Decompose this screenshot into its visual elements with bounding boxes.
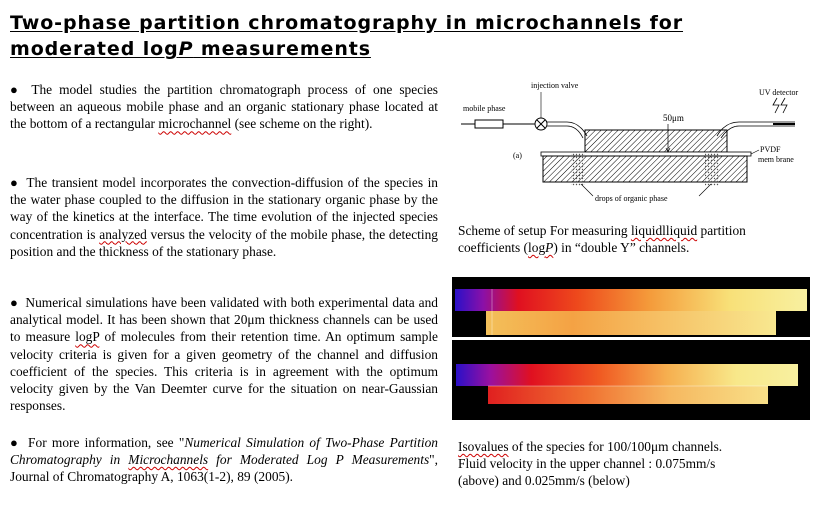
- spellcheck-word: logP: [528, 240, 553, 255]
- reference-title: Numerical Simulation of Two-Phase Partit…: [10, 435, 438, 468]
- simulation-upper-image: [452, 277, 810, 337]
- spellcheck-word: logP: [75, 329, 100, 345]
- uv-detector-label: UV detector: [759, 88, 799, 97]
- simulation-lower-image: [452, 340, 810, 420]
- page-title: Two-phase partition chromatography in mi…: [10, 10, 710, 62]
- title-line-2: moderated logP measurements: [10, 36, 710, 62]
- caption-line-2: Fluid velocity in the upper channel : 0.…: [458, 456, 716, 471]
- mobile-phase-field: [456, 364, 798, 386]
- caption-text: log: [528, 240, 546, 255]
- organic-drops: [705, 152, 719, 186]
- bullet-icon: ●: [10, 175, 20, 190]
- paragraph-text: For more information, see ": [28, 435, 185, 450]
- title-line-1: Two-phase partition chromatography in mi…: [10, 12, 684, 34]
- spellcheck-word: liquidlliquid: [630, 223, 698, 238]
- upper-channel-block: [584, 129, 728, 153]
- panel-label: (a): [513, 151, 522, 160]
- reference-title: for Moderated Log P Measurements: [208, 452, 430, 468]
- paragraph-text: of molecules from their retention time. …: [10, 329, 438, 414]
- title-line-2-end: measurements: [193, 38, 371, 60]
- setup-scheme-diagram: injection valve mobile phase UV detector…: [461, 81, 799, 203]
- caption-text: partition coefficients (: [458, 223, 746, 255]
- mobile-phase-label: mobile phase: [463, 104, 506, 113]
- caption-text: Scheme of setup For measuring: [458, 223, 631, 238]
- paragraph-text: The transient model incorporates the con…: [10, 175, 438, 242]
- caption-text: of the species for 100/100μm channels.: [508, 439, 723, 454]
- paragraph-simulations: ● Numerical simulations have been valida…: [10, 294, 438, 414]
- membrane-label: mem brane: [758, 155, 794, 164]
- bullet-icon: ●: [10, 295, 19, 310]
- paragraph-text: (see scheme on the right).: [231, 116, 373, 132]
- caption-text: ) in “double Y” channels.: [553, 240, 690, 255]
- simulation-caption: Isovalues of the species for 100/100μm c…: [458, 438, 798, 489]
- stationary-phase-field: [486, 311, 776, 335]
- channel-height-label: 50μm: [663, 113, 684, 123]
- title-line-2-italic: P: [178, 38, 194, 60]
- spellcheck-word: Isovalues: [458, 439, 509, 454]
- spellcheck-word: Microchannels: [128, 452, 209, 468]
- spellcheck-word: microchannel: [158, 116, 232, 132]
- caption-line-1: Isovalues of the species for 100/100μm c…: [458, 438, 798, 455]
- pvdf-label: PVDF: [760, 145, 781, 154]
- injection-valve-label: injection valve: [531, 81, 579, 90]
- spellcheck-word: analyzed: [99, 226, 147, 242]
- paragraph-text: Numerical simulations have been validate…: [10, 295, 438, 345]
- stationary-phase-field: [488, 386, 768, 404]
- bullet-icon: ●: [10, 435, 20, 450]
- uv-light-icon: [772, 97, 788, 114]
- bullet-icon: ●: [10, 82, 22, 97]
- paragraph-text: The model studies the partition chromato…: [10, 82, 439, 132]
- mobile-phase-field: [455, 289, 807, 311]
- syringe: [474, 119, 504, 129]
- paragraph-reference: ● For more information, see "Numerical S…: [10, 434, 438, 486]
- caption-line-3: (above) and 0.025mm/s (below): [458, 473, 630, 488]
- paragraph-text: ", Journal of Chromatography A, 1063(1-2…: [10, 452, 438, 485]
- caption-italic: P: [545, 240, 554, 255]
- drops-label: drops of organic phase: [595, 194, 668, 203]
- paragraph-model: ● The model studies the partition chroma…: [10, 81, 438, 133]
- paragraph-transient: ● The transient model incorporates the c…: [10, 174, 438, 260]
- paragraph-text: versus the velocity of the mobile phase,…: [10, 226, 438, 259]
- scheme-caption: Scheme of setup For measuring liquidlliq…: [458, 222, 808, 256]
- organic-drops: [571, 152, 585, 186]
- title-line-2-text: moderated log: [10, 38, 179, 60]
